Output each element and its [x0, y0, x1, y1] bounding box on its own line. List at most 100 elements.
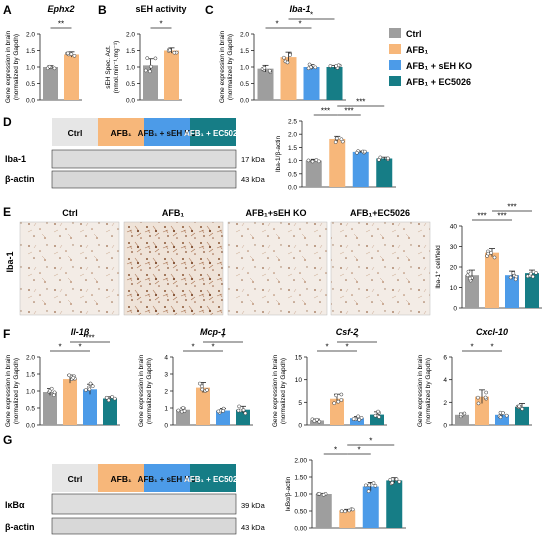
data-point [483, 395, 488, 400]
bar-seh-ko [362, 486, 379, 528]
y-tick-label: 1.0 [26, 65, 35, 72]
data-point [241, 408, 246, 412]
y-tick-label: 2.0 [26, 32, 35, 39]
y-tick-label: 2.0 [26, 355, 35, 362]
y-tick-label: 1.5 [240, 48, 249, 55]
data-point [205, 388, 209, 392]
bar-ctrl [315, 494, 332, 528]
bar-seh-ko [505, 275, 519, 308]
y-axis-label: Iba-1⁺ cell/field [435, 245, 442, 289]
data-point [492, 255, 497, 260]
bar-seh-ko [495, 414, 509, 425]
micrograph-title-ec5026: AFB₁+EC5026 [350, 208, 410, 218]
data-point [221, 409, 225, 413]
bar-ec5026 [386, 480, 403, 528]
y-tick-label: 0.5 [126, 81, 135, 88]
micrograph-seh-ko [227, 221, 328, 316]
chart-f-mcp1: 0 1 2 3 4 Gene expression in brain (normalized… [138, 327, 253, 430]
data-point [52, 66, 57, 71]
significance-label: * [345, 343, 348, 352]
data-point [377, 415, 381, 419]
data-point [176, 408, 181, 413]
blot-header-label-afb1: AFB₁ [111, 474, 132, 484]
legend-swatch-ctrl [389, 28, 401, 38]
y-tick-label: 0.5 [26, 406, 35, 413]
chart-title: Il-1β [71, 327, 90, 337]
blot-header-afb1 [98, 464, 144, 492]
data-point [343, 509, 347, 514]
y-tick-label: 4 [443, 377, 447, 384]
y-tick-label: 40 [450, 224, 458, 231]
panel-letter-b: B [98, 3, 107, 17]
micrograph-title-seh-ko: AFB₁+sEH KO [246, 208, 307, 218]
y-tick-label: 15 [295, 355, 303, 362]
significance-label: *** [507, 203, 516, 212]
data-point [339, 137, 344, 142]
y-tick-label: 2.5 [288, 119, 297, 126]
chart-f-csf2: 0 5 10 15 Gene expression in brain (normalize… [272, 327, 387, 430]
bar-ctrl [176, 409, 190, 425]
blot-header-seh-ko [144, 118, 190, 146]
panel-letter-f: F [3, 327, 10, 341]
significance-label: * [298, 20, 301, 29]
bar-seh-ko [350, 418, 364, 425]
blot-kda-iba1: 17 kDa [241, 155, 266, 164]
blot-header-label-seh-ko: AFB₁ + sEH KO [138, 475, 197, 484]
data-point [476, 395, 480, 400]
y-tick-label: 2 [164, 389, 168, 396]
blot-row-label-actin: β-actin [5, 522, 35, 532]
blot-strip-iba1 [51, 149, 237, 169]
data-point [394, 477, 399, 482]
significance-label: * [357, 446, 360, 455]
y-tick-label: 1.0 [288, 158, 297, 165]
y-tick-label: 2.0 [126, 32, 135, 39]
y-axis-label: (normalized by Gapdh) [425, 358, 432, 424]
bar-ctrl [310, 420, 324, 425]
data-point [367, 483, 372, 488]
y-tick-label: 5 [298, 400, 302, 407]
significance-label: *** [321, 107, 330, 116]
blot-kda-actin: 43 kDa [241, 523, 266, 532]
bar-ec5026 [103, 398, 117, 425]
y-tick-label: 0.0 [26, 423, 35, 430]
data-point [334, 64, 338, 68]
data-point [376, 409, 380, 414]
data-point [336, 399, 341, 404]
data-point [262, 65, 267, 70]
y-tick-label: 1.5 [26, 372, 35, 379]
data-point [468, 276, 472, 281]
bar-ec5026 [515, 406, 529, 425]
y-tick-label: 1.0 [126, 65, 135, 72]
significance-label: * [78, 343, 81, 352]
data-point [351, 417, 356, 421]
y-tick-label: 0 [164, 423, 168, 430]
data-point [489, 251, 494, 255]
bar-afb1 [63, 379, 77, 425]
chart-c-iba1: 0.0 0.5 1.0 1.5 2.0 Gene expression in brain(… [219, 4, 346, 105]
y-tick-label: 1.5 [26, 48, 35, 55]
data-point [321, 492, 326, 497]
y-axis-label: (normalized by Gapdh) [280, 358, 287, 424]
significance-label: *** [85, 334, 94, 343]
y-tick-label: 0.50 [294, 509, 307, 516]
chart-f-il1b: 0.0 0.5 1.0 1.5 2.0 Gene expression in brain(… [5, 327, 120, 430]
chart-title: Csf-2 [336, 327, 359, 337]
significance-label: *** [497, 212, 506, 221]
bar-afb1 [485, 252, 499, 308]
y-axis-label: (normalized by Gapdh) [227, 34, 234, 100]
data-point [317, 491, 322, 496]
data-point [104, 395, 109, 400]
data-point [357, 417, 362, 422]
y-tick-label: 0.0 [288, 185, 297, 192]
significance-label: *** [356, 98, 365, 107]
significance-label: * [369, 437, 372, 446]
data-point [167, 48, 172, 53]
data-point [465, 273, 470, 278]
blot-kda-actin: 43 kDa [241, 175, 266, 184]
data-point [69, 52, 74, 56]
y-tick-label: 1.0 [26, 389, 35, 396]
data-point [200, 384, 204, 389]
